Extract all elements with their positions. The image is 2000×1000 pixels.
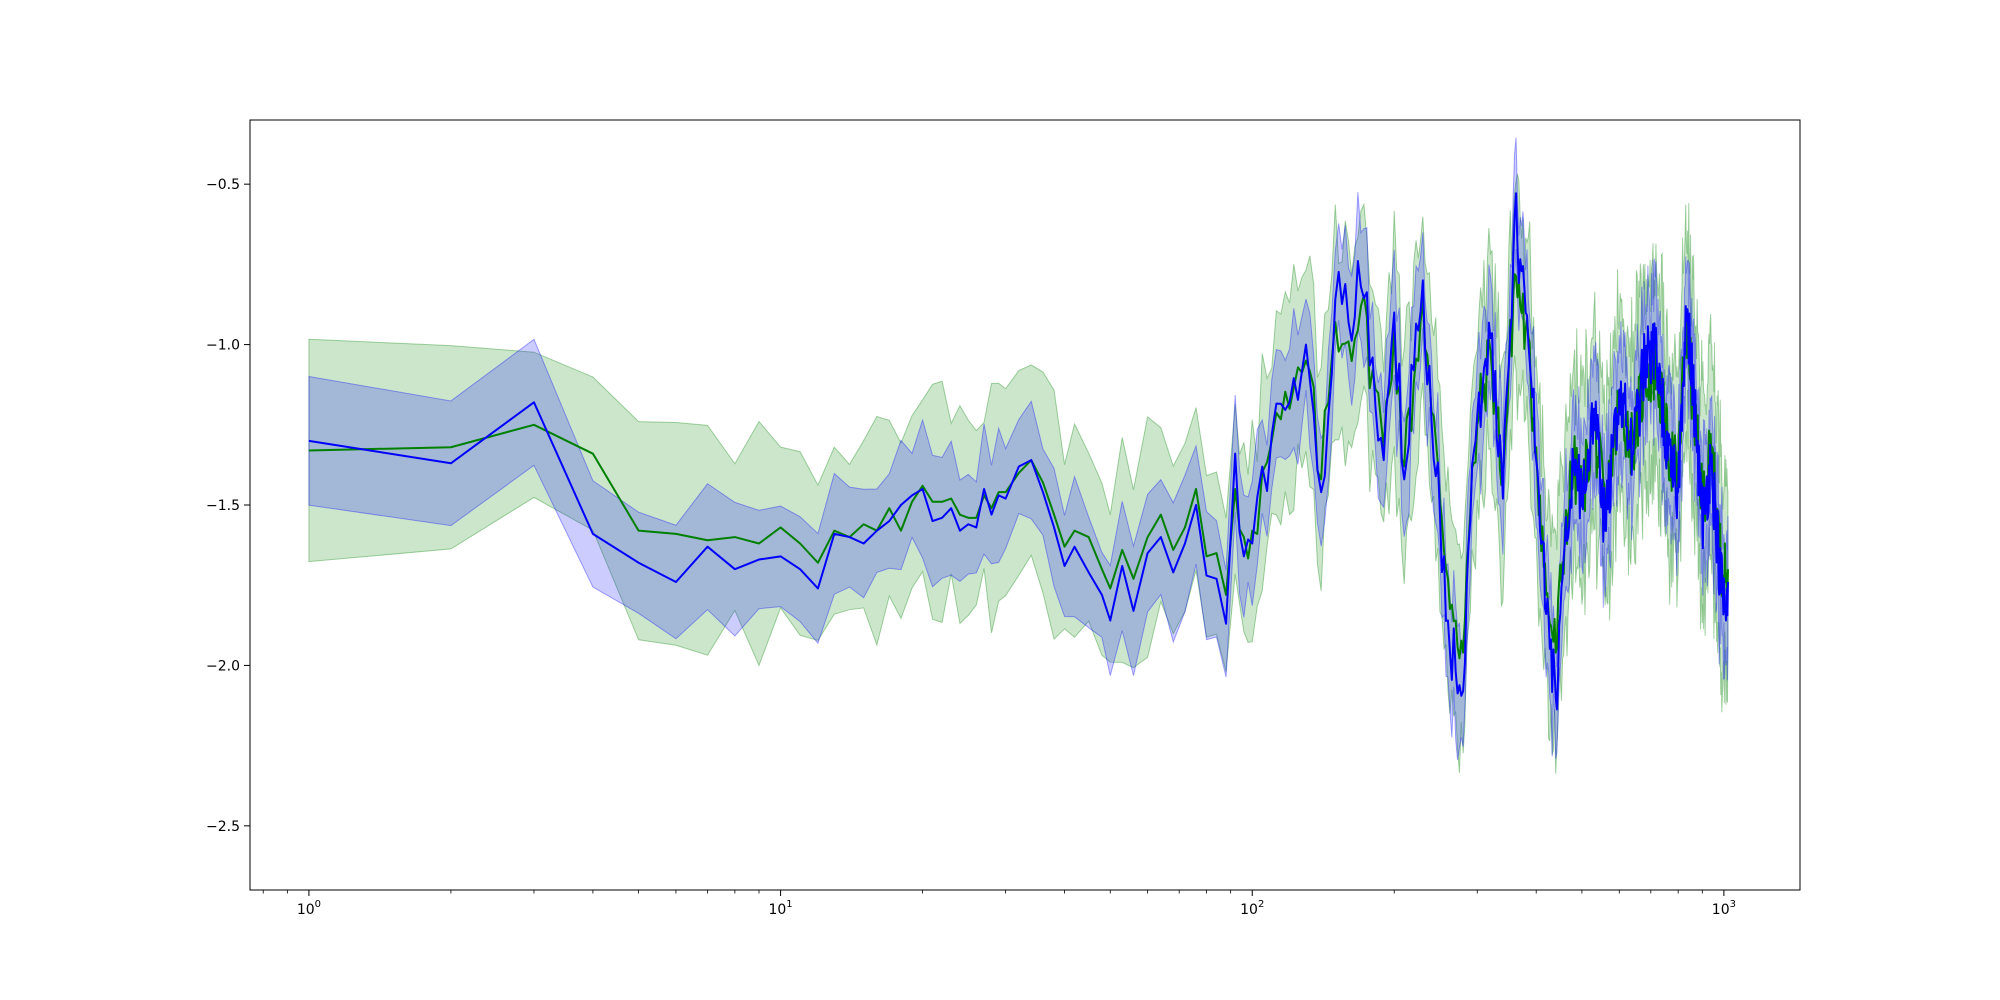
x-tick-label-2: 102	[1240, 899, 1264, 918]
y-tick-label-4: −2.5	[206, 819, 240, 835]
y-tick-label-0: −0.5	[206, 177, 240, 193]
series-lines	[308, 192, 1729, 711]
y-tick-label-3: −2.0	[206, 658, 240, 674]
y-tick-label-1: −1.0	[206, 338, 240, 354]
x-tick-label-0: 100	[297, 899, 321, 918]
y-tick-label-2: −1.5	[206, 498, 240, 514]
series-2-band	[308, 137, 1729, 760]
series-2-line	[308, 192, 1729, 711]
x-tick-label-3: 103	[1712, 899, 1736, 918]
plot-area	[250, 120, 1800, 890]
y-axis: −0.5 −1.0 −1.5 −2.0 −2.5	[206, 177, 250, 835]
x-axis: 100 101 102 103	[262, 890, 1736, 918]
x-tick-label-1: 101	[768, 899, 792, 918]
